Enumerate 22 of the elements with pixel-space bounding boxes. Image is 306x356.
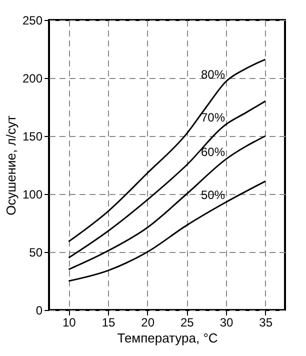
y-tick-label: 250 (22, 14, 43, 28)
x-tick-label: 10 (62, 316, 76, 330)
line-series (68, 180, 266, 282)
series-label: 50% (200, 188, 226, 202)
x-tick-label: 15 (102, 316, 116, 330)
line-series (68, 58, 266, 242)
x-axis-title: Температура, °C (117, 330, 218, 346)
line-series (68, 100, 266, 259)
y-tick-label: 50 (29, 246, 43, 260)
x-tick-label: 20 (141, 316, 155, 330)
y-tick-label: 200 (22, 72, 43, 86)
line-series (68, 135, 266, 270)
series-label: 60% (200, 145, 226, 160)
x-tick-label: 35 (259, 316, 273, 330)
y-tick-label: 100 (22, 188, 43, 202)
x-tick-label: 30 (220, 316, 234, 330)
y-axis-title: Осушение, л/сут (3, 116, 18, 216)
series-label: 70% (200, 110, 226, 124)
y-tick-label: 150 (22, 130, 43, 144)
series-label: 80% (200, 67, 226, 82)
y-tick-label: 0 (36, 304, 43, 318)
x-tick-label: 25 (180, 316, 194, 330)
